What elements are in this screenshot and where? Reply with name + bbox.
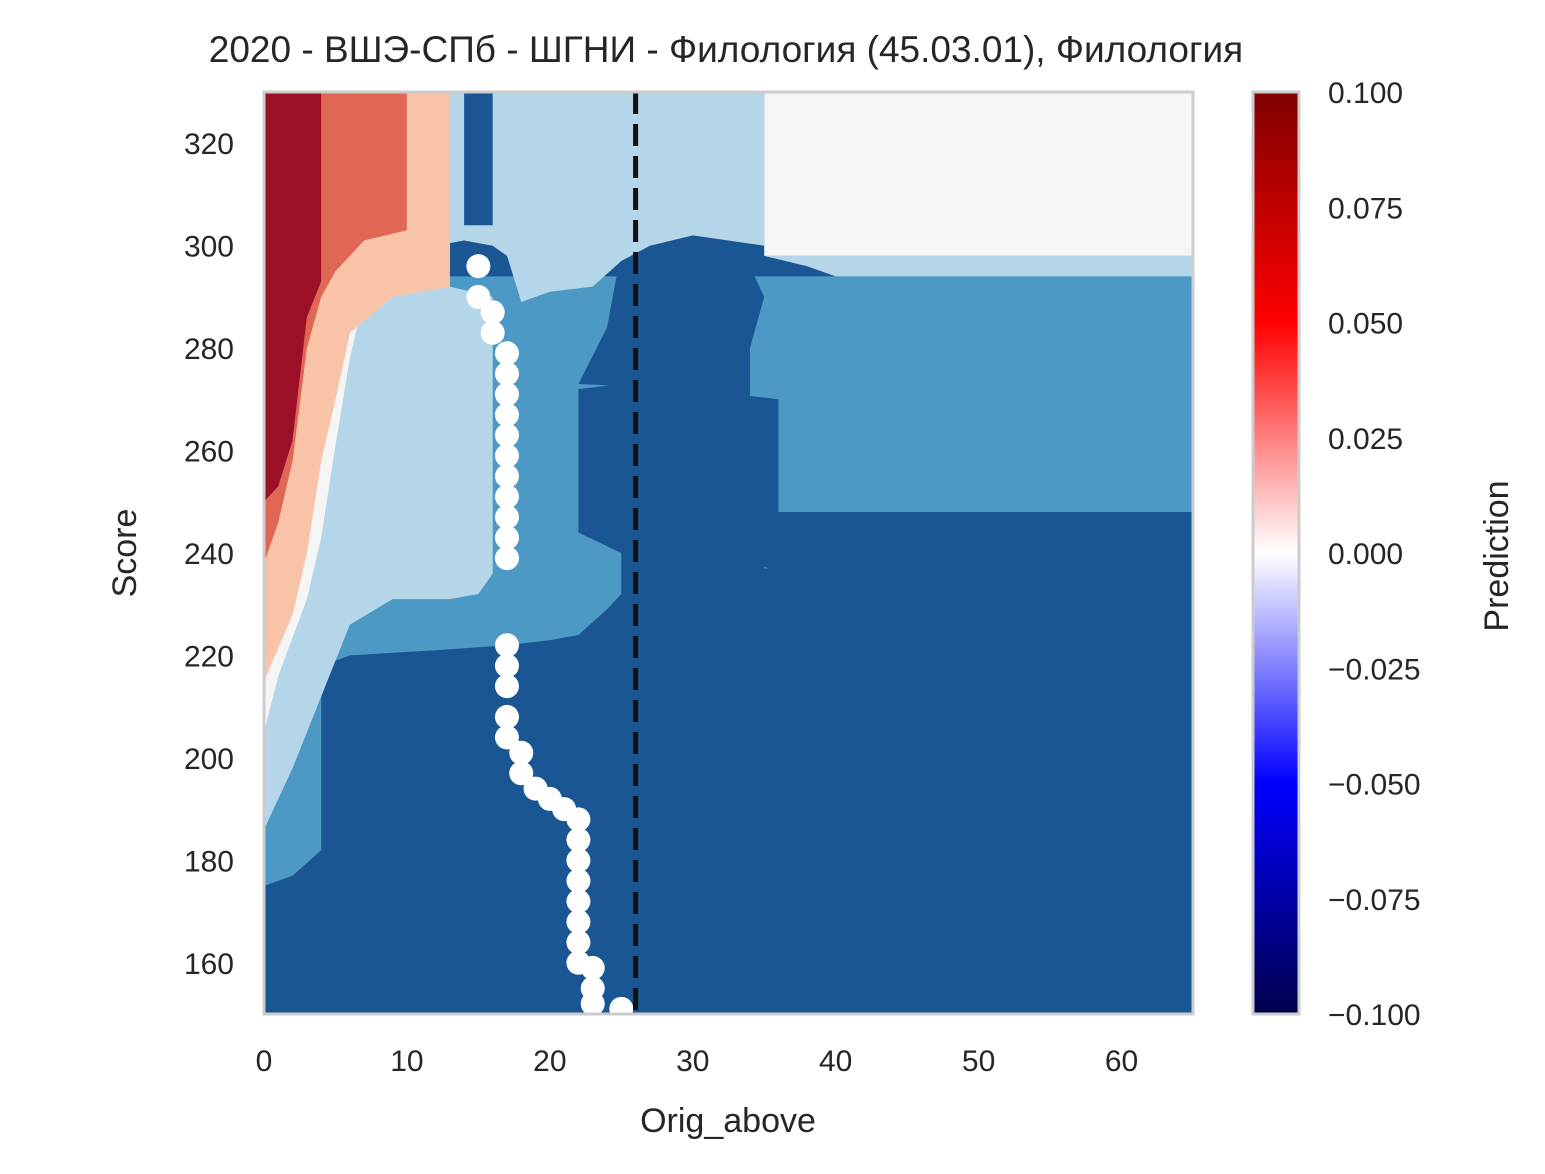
observation-point bbox=[494, 546, 519, 571]
y-tick-label: 180 bbox=[184, 845, 234, 878]
x-tick-label: 20 bbox=[533, 1045, 566, 1078]
contour-region-7 bbox=[264, 92, 407, 564]
contour-region-0 bbox=[264, 276, 1193, 886]
observation-point bbox=[580, 991, 605, 1014]
observation-point bbox=[494, 423, 519, 448]
y-tick-label: 160 bbox=[184, 948, 234, 981]
y-tick-label: 320 bbox=[184, 128, 234, 161]
y-axis-label: Score bbox=[106, 509, 144, 598]
observation-point bbox=[566, 848, 591, 873]
observation-point bbox=[494, 505, 519, 530]
observation-point bbox=[494, 341, 519, 366]
colorbar-tick-label: −0.075 bbox=[1328, 884, 1421, 917]
y-tick-label: 280 bbox=[184, 333, 234, 366]
observation-point bbox=[580, 955, 605, 980]
contour-region-1 bbox=[578, 245, 779, 574]
observation-point bbox=[509, 761, 534, 786]
contour-region-8 bbox=[264, 92, 322, 502]
observation-point bbox=[480, 300, 505, 325]
observation-point bbox=[494, 633, 519, 658]
observation-point bbox=[494, 443, 519, 468]
observation-point bbox=[566, 930, 591, 955]
observation-point bbox=[566, 909, 591, 934]
y-tick-label: 300 bbox=[184, 231, 234, 264]
contour-regions bbox=[264, 92, 1193, 886]
x-axis-label: Orig_above bbox=[640, 1102, 816, 1140]
observation-points bbox=[466, 254, 634, 1014]
observation-point bbox=[566, 827, 591, 852]
observation-point bbox=[494, 382, 519, 407]
colorbar-tick-label: 0.100 bbox=[1328, 77, 1403, 110]
colorbar-tick-label: 0.025 bbox=[1328, 423, 1403, 456]
colorbar-tick-label: −0.025 bbox=[1328, 653, 1421, 686]
observation-point bbox=[494, 674, 519, 699]
x-tick-label: 50 bbox=[962, 1045, 995, 1078]
y-tick-label: 260 bbox=[184, 436, 234, 469]
colorbar-tick-label: 0.075 bbox=[1328, 192, 1403, 225]
colorbar bbox=[1251, 90, 1301, 1016]
observation-point bbox=[566, 889, 591, 914]
x-tick-label: 30 bbox=[676, 1045, 709, 1078]
colorbar-tick-label: −0.050 bbox=[1328, 769, 1421, 802]
observation-point bbox=[509, 740, 534, 765]
observation-point bbox=[609, 996, 634, 1014]
plot-area bbox=[264, 92, 1193, 1014]
observation-point bbox=[494, 402, 519, 427]
observation-point bbox=[494, 484, 519, 509]
colorbar-tick-label: 0.050 bbox=[1328, 308, 1403, 341]
observation-point bbox=[494, 361, 519, 386]
x-tick-label: 60 bbox=[1105, 1045, 1138, 1078]
x-tick-label: 40 bbox=[819, 1045, 852, 1078]
y-tick-label: 240 bbox=[184, 538, 234, 571]
y-tick-label: 220 bbox=[184, 640, 234, 673]
observation-point bbox=[494, 704, 519, 729]
observation-point bbox=[566, 868, 591, 893]
y-axis-ticks: 160 180 200 220 240 260 280 300 320 bbox=[184, 128, 234, 981]
x-tick-label: 10 bbox=[390, 1045, 423, 1078]
colorbar-label: Prediction bbox=[1478, 480, 1516, 631]
colorbar-ticks: 0.100 0.075 0.050 0.025 0.000 −0.025 −0.050 −0.… bbox=[1328, 77, 1421, 1032]
contour-region-3 bbox=[764, 255, 1193, 277]
x-axis-ticks: 0 10 20 30 40 50 60 bbox=[256, 1045, 1139, 1078]
x-tick-label: 0 bbox=[256, 1045, 273, 1078]
contour-region-4 bbox=[764, 92, 1193, 256]
observation-point bbox=[494, 525, 519, 550]
observation-point bbox=[466, 284, 491, 309]
observation-point bbox=[494, 725, 519, 750]
observation-point bbox=[466, 254, 491, 279]
y-tick-label: 200 bbox=[184, 743, 234, 776]
plot-frame bbox=[262, 90, 1195, 1016]
colorbar-tick-label: −0.100 bbox=[1328, 999, 1421, 1032]
chart-title: 2020 - ВШЭ-СПб - ШГНИ - Филология (45.03… bbox=[209, 29, 1243, 70]
observation-point bbox=[494, 653, 519, 678]
observation-point bbox=[494, 464, 519, 489]
colorbar-tick-label: 0.000 bbox=[1328, 538, 1403, 571]
observation-point bbox=[566, 807, 591, 832]
contour-region-6 bbox=[264, 92, 450, 682]
observation-point bbox=[480, 320, 505, 345]
